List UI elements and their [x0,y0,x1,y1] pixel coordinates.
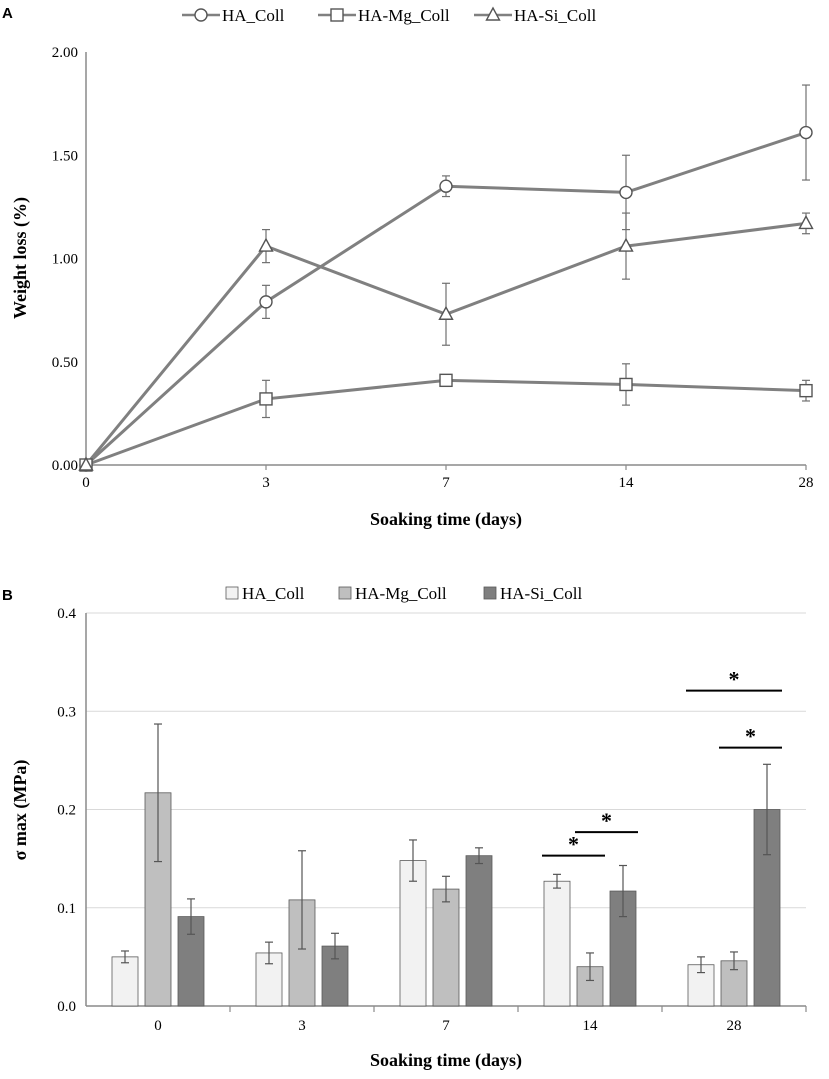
panel-a-point-HA-Mg_Coll [620,378,632,390]
panel-b-x-ticks: 0 3 7 14 28 [154,1006,806,1034]
panel-a-legend-marker-HA_Coll [195,9,207,21]
panel-b-bars [112,724,780,1006]
panel-a-point-HA_Coll [620,186,632,198]
panel-a-point-HA-Mg_Coll [800,385,812,397]
panel-b-legend-label: HA_Coll [242,584,305,603]
panel-b-legend-label: HA-Mg_Coll [355,584,447,603]
panel-b-bar-HA-Mg_Coll [433,889,459,1006]
panel-a-point-HA_Coll [440,180,452,192]
panel-a-point-HA-Mg_Coll [260,393,272,405]
panel-a-series [80,85,813,471]
panel-a-x-tick-label: 28 [799,475,814,491]
panel-b-y-ticks: 0.0 0.1 0.2 0.3 0.4 [57,606,76,1015]
panel-b-x-tick-label: 28 [727,1018,742,1034]
panel-b-y-tick-label: 0.0 [57,999,76,1015]
panel-a-point-HA_Coll [260,296,272,308]
panel-b-x-tick-label: 0 [154,1018,162,1034]
panel-a-y-tick-label: 1.50 [52,148,78,164]
panel-b-x-title: Soaking time (days) [370,1050,522,1071]
panel-b-bar-HA_Coll [400,861,426,1006]
panel-a-point-HA-Si_Coll [260,239,273,251]
panel-a-line-HA-Mg_Coll [86,380,806,465]
panel-b-x-tick-label: 7 [442,1018,450,1034]
panel-a-legend-label: HA-Si_Coll [514,6,596,25]
panel-a-x-tick-label: 7 [442,475,450,491]
panel-b-bar-HA_Coll [112,957,138,1006]
panel-a-y-tick-label: 0.00 [52,458,78,474]
panel-a-x-tick-label: 3 [262,475,270,491]
panel-b-y-title: σ max (MPa) [10,760,31,861]
panel-a-point-HA_Coll [800,127,812,139]
panel-a-point-HA-Si_Coll [800,216,813,228]
panel-b-legend-swatch-HA-Si_Coll [484,587,496,599]
panel-a-y-tick-label: 0.50 [52,355,78,371]
panel-b-label: B [2,587,13,604]
panel-b-legend: HA_Coll HA-Mg_Coll HA-Si_Coll [226,584,582,603]
figure: A HA_Coll HA-Mg_Coll HA-Si_Coll 0.000.501.… [0,0,829,1079]
panel-a-label: A [2,5,13,22]
panel-b-y-tick-label: 0.1 [57,901,76,917]
panel-b-y-tick-label: 0.4 [57,606,76,622]
panel-a-x-ticks: 0 3 7 14 28 [82,465,813,491]
panel-a-y-title: Weight loss (%) [10,197,31,319]
panel-b-significance-star: * [568,832,579,857]
panel-a-legend-marker-HA-Mg_Coll [331,9,343,21]
panel-b-x-tick-label: 3 [298,1018,306,1034]
panel-b-bar-HA-Si_Coll [466,856,492,1006]
panel-a-x-tick-label: 14 [619,475,635,491]
panel-b-significance-star: * [729,667,740,692]
panel-a-x-tick-label: 0 [82,475,90,491]
panel-b-legend-label: HA-Si_Coll [500,584,582,603]
panel-b-gridlines [86,613,806,908]
panel-b-significance: * * * * [542,667,782,857]
panel-b-y-tick-label: 0.3 [57,704,76,720]
panel-a-y-ticks: 0.00 0.50 1.00 1.50 2.00 [52,45,78,474]
panel-b-legend-swatch-HA-Mg_Coll [339,587,351,599]
panel-a-legend-label: HA-Mg_Coll [358,6,450,25]
panel-a-legend-label: HA_Coll [222,6,285,25]
panel-b-legend-swatch-HA_Coll [226,587,238,599]
panel-a-y-tick-label: 1.00 [52,252,78,268]
panel-b-significance-star: * [601,808,612,833]
panel-a-point-HA-Mg_Coll [440,374,452,386]
panel-a-legend: HA_Coll HA-Mg_Coll HA-Si_Coll [182,6,596,25]
panel-a-x-title: Soaking time (days) [370,509,522,530]
panel-b-x-tick-label: 14 [583,1018,599,1034]
panel-b-y-tick-label: 0.2 [57,803,76,819]
panel-b-bar-HA_Coll [544,881,570,1006]
panel-a-y-tick-label: 2.00 [52,45,78,61]
panel-b-significance-star: * [745,724,756,749]
